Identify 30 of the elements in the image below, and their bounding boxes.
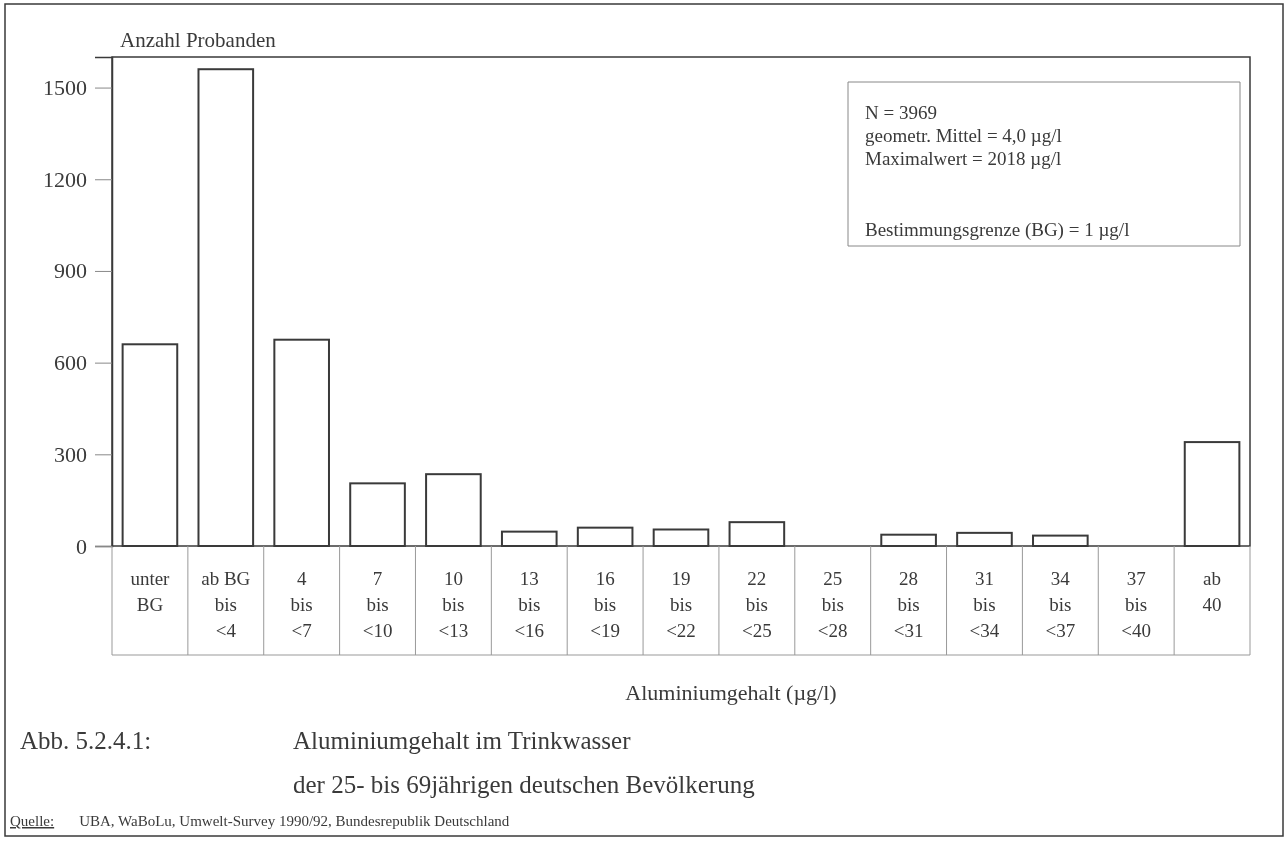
x-tick-label: 34 bis <37 bbox=[1045, 568, 1076, 641]
x-tick-label: 16 bis <19 bbox=[590, 568, 620, 641]
annotation: geometr. Mittel = 4,0 µg/l bbox=[865, 125, 1062, 146]
x-tick-label: 19 bis <22 bbox=[666, 568, 696, 641]
annotation: N = 3969 bbox=[865, 102, 937, 123]
caption: Abb. 5.2.4.1: bbox=[20, 727, 152, 754]
y-axis-title: Anzahl Probanden bbox=[120, 28, 277, 52]
x-tick-label: 22 bis <25 bbox=[742, 568, 772, 641]
y-tick-label: 1200 bbox=[43, 166, 87, 192]
y-tick-label: 600 bbox=[54, 350, 87, 376]
x-tick-label: 10 bis <13 bbox=[438, 568, 469, 641]
text: Quelle: UBA, WaBoLu, Umwelt-Survey 1990/92, Bundesrepublik Deutschland bbox=[10, 813, 510, 829]
y-tick-label: 300 bbox=[54, 441, 87, 467]
annotation: Maximalwert = 2018 µg/l bbox=[865, 148, 1062, 169]
x-tick-label: unter BG bbox=[130, 568, 171, 615]
y-tick-label: 1500 bbox=[43, 75, 87, 101]
x-tick-label: ab 40 bbox=[1202, 568, 1222, 615]
x-tick-label: 28 bis <31 bbox=[893, 568, 924, 641]
y-tick-label: 0 bbox=[76, 533, 87, 559]
x-tick-label: 31 bis <34 bbox=[969, 568, 1000, 641]
x-tick-label: ab BG bis <4 bbox=[201, 568, 251, 641]
x-tick-label: 25 bis <28 bbox=[817, 568, 848, 641]
text: Aluminiumgehalt im Trinkwasser der 25- bis 69jährigen deutschen Bevölkerung bbox=[293, 727, 756, 798]
y-tick-label: 900 bbox=[54, 258, 87, 284]
x-axis-title: Aluminiumgehalt (µg/l) bbox=[625, 680, 837, 705]
x-tick-label: 13 bis <16 bbox=[514, 568, 545, 641]
x-tick-label: 4 bis <7 bbox=[290, 568, 313, 641]
x-tick-label: 37 bis <40 bbox=[1121, 568, 1152, 641]
x-tick-label: 7 bis <10 bbox=[362, 568, 393, 641]
annotation: Bestimmungsgrenze (BG) = 1 µg/l bbox=[865, 219, 1130, 241]
